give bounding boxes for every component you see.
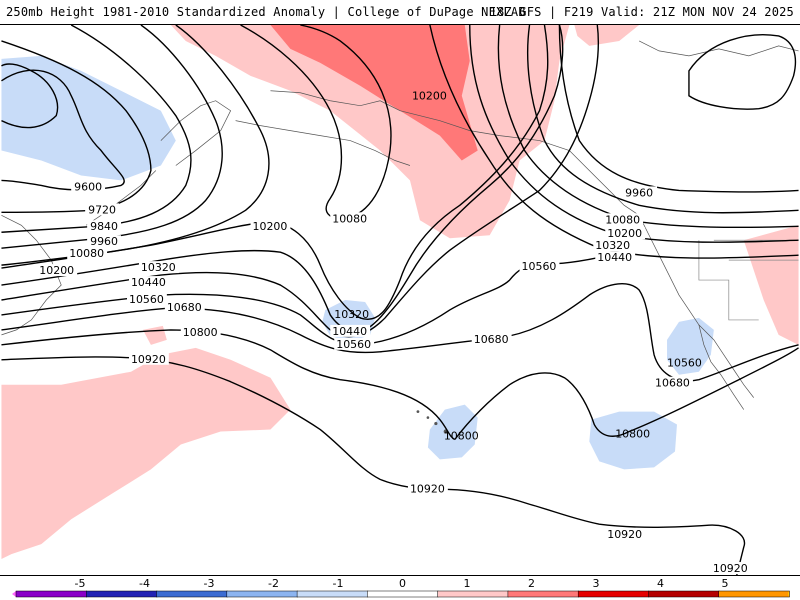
negative-anomaly-hawaii [427, 404, 478, 460]
colorbar-segment [577, 590, 650, 598]
model-run-info: 18Z GFS | F219 Valid: 21Z MON NOV 24 202… [489, 5, 794, 19]
label-10440-east: 10440 [597, 251, 632, 264]
colorbar-tick-label: 2 [528, 577, 535, 590]
colorbar-tick-label: 3 [593, 577, 600, 590]
label-10680-east: 10680 [655, 377, 690, 390]
colorbar-bar [12, 590, 790, 598]
contour-10440-east [429, 25, 799, 259]
label-10080: 10080 [69, 247, 104, 260]
colorbar-tick-label: 4 [657, 577, 664, 590]
label-10440-central: 10440 [332, 325, 367, 338]
label-9840: 9840 [90, 220, 118, 233]
label-10080-east: 10080 [605, 213, 640, 226]
positive-anomaly-east [743, 225, 799, 345]
label-9600: 9600 [74, 180, 102, 193]
contour-10080-east [526, 25, 799, 214]
kuril-islands [85, 170, 157, 226]
colorbar-segment [226, 590, 298, 598]
north-america-west-coast [638, 215, 754, 398]
colorbar-tick-label: -3 [204, 577, 215, 590]
kamchatka-coastline [160, 100, 232, 166]
contour-10560 [1, 254, 610, 346]
map-title: 250mb Height 1981-2010 Standardized Anom… [6, 5, 526, 19]
label-10200: 10200 [39, 264, 74, 277]
height-anomaly-map: 9600 9720 9840 9960 10080 10200 10320 10… [0, 24, 800, 576]
label-10320-east: 10320 [595, 239, 630, 252]
label-10560: 10560 [129, 293, 164, 306]
negative-anomaly-nw [1, 55, 176, 181]
contour-10800-main [1, 329, 456, 441]
contour-10200-east [497, 25, 799, 229]
colorbar-tick-label: -5 [75, 577, 86, 590]
colorbar-ticks: -5 -4 -3 -2 -1 0 1 2 3 4 5 [75, 577, 729, 590]
colorbar-segment [367, 590, 439, 598]
colorbar-tick-label: -1 [333, 577, 344, 590]
anomaly-colorbar: -5 -4 -3 -2 -1 0 1 2 3 4 5 [12, 577, 790, 598]
colorbar-segment [15, 590, 88, 598]
label-10920-south: 10920 [607, 528, 642, 541]
label-10680: 10680 [167, 301, 202, 314]
colorbar-segment [648, 590, 720, 598]
positive-anomaly-core [270, 25, 478, 161]
baja-california [698, 324, 745, 410]
contour-10440 [1, 25, 600, 338]
label-10080-central: 10080 [332, 212, 367, 225]
label-10200-east: 10200 [607, 227, 642, 240]
contour-9960-west [1, 25, 223, 249]
label-9720: 9720 [88, 203, 116, 216]
negative-anomaly-baja [589, 411, 677, 470]
contour-9600-loop [1, 63, 59, 129]
positive-anomaly-small [142, 325, 167, 345]
contour-10320-east [469, 25, 799, 243]
label-10560-socal: 10560 [667, 357, 702, 370]
aleutian-islands [235, 120, 411, 166]
positive-anomaly-region [170, 25, 570, 239]
contour-9720 [1, 40, 152, 214]
label-10920-central: 10920 [410, 482, 445, 495]
label-10320-central: 10320 [334, 308, 369, 321]
positive-anomaly-sw [1, 347, 291, 560]
colorbar-segment [156, 590, 228, 598]
label-10560-east: 10560 [522, 260, 557, 273]
label-10920-corner: 10920 [713, 562, 748, 575]
label-10800: 10800 [183, 326, 218, 339]
colorbar-segment [437, 590, 509, 598]
colorbar-tick-label: -2 [268, 577, 279, 590]
label-10560-central: 10560 [336, 338, 371, 351]
label-10440: 10440 [131, 276, 166, 289]
colorbar-right-extension [788, 591, 789, 597]
contour-arctic-loop [688, 34, 797, 110]
contour-9840 [1, 25, 192, 233]
colorbar-left-extension [12, 591, 16, 597]
positive-anomaly-ne [574, 25, 640, 46]
colorbar-tick-label: 0 [399, 577, 406, 590]
contour-10200 [1, 25, 549, 320]
label-9960-east: 9960 [625, 186, 653, 199]
map-header: 250mb Height 1981-2010 Standardized Anom… [0, 0, 800, 24]
colorbar-segment [296, 590, 369, 598]
colorbar-tick-label: -4 [139, 577, 150, 590]
alaska-coastline [270, 90, 640, 216]
colorbar-segment [718, 590, 790, 598]
negative-anomaly-socal [667, 317, 714, 375]
colorbar-tick-label: 1 [464, 577, 471, 590]
label-10200-central: 10200 [253, 220, 288, 233]
label-10800-hawaii: 10800 [444, 429, 479, 442]
label-10800-baja: 10800 [615, 428, 650, 441]
label-10680-central: 10680 [474, 333, 509, 346]
colorbar-segment [507, 590, 579, 598]
contour-9600-north [1, 69, 125, 191]
arctic-coastline [638, 40, 799, 57]
contour-9960-east [558, 25, 799, 193]
label-10200-alaska: 10200 [412, 90, 447, 103]
label-10920: 10920 [131, 353, 166, 366]
contour-10800-east [454, 347, 799, 440]
colorbar-tick-label: 5 [722, 577, 729, 590]
label-9960: 9960 [90, 235, 118, 248]
colorbar-segment [86, 590, 158, 598]
contour-labels: 9600 9720 9840 9960 10080 10200 10320 10… [37, 90, 751, 575]
label-10320: 10320 [141, 261, 176, 274]
